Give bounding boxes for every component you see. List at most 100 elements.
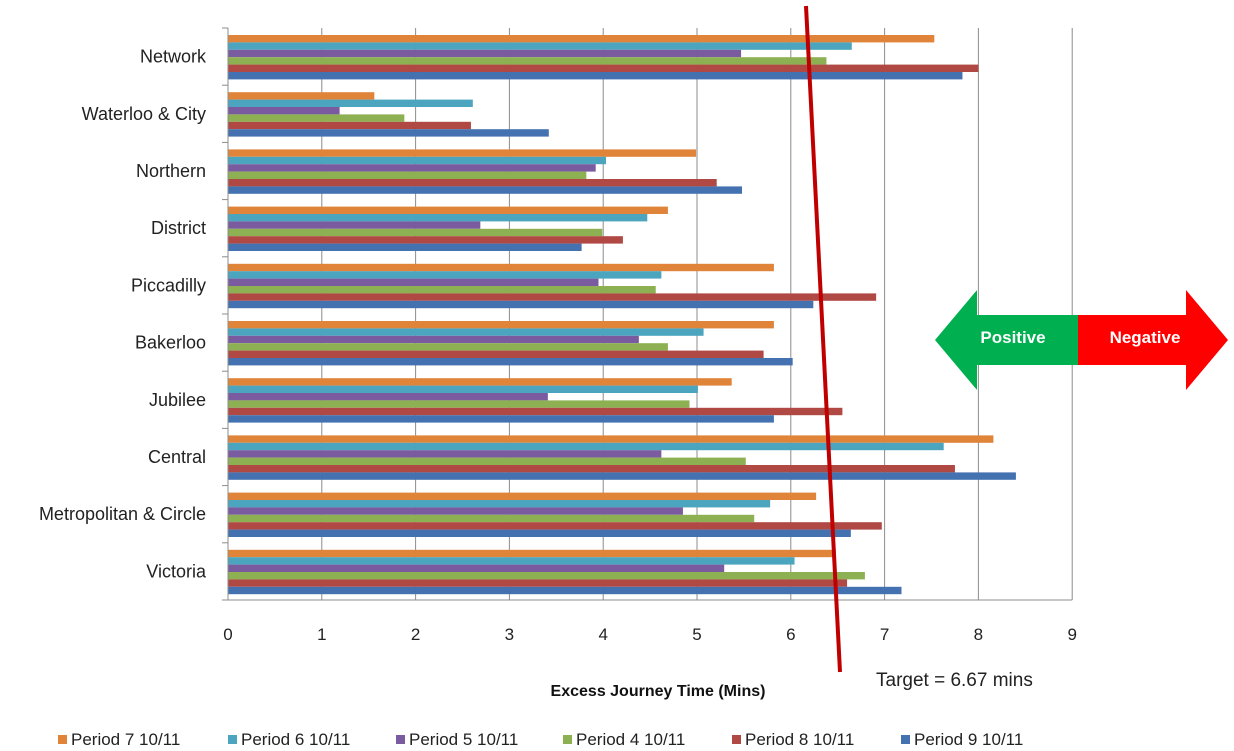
- bar-jubilee-period-8-10-11: [228, 407, 843, 416]
- legend-swatch-period-9-10-11: [901, 735, 910, 744]
- x-tick-label: 7: [880, 625, 889, 644]
- bar-piccadilly-period-6-10-11: [228, 271, 662, 279]
- bar-piccadilly-period-4-10-11: [228, 286, 656, 294]
- legend-swatch-period-7-10-11: [58, 735, 67, 744]
- legend-label-period-9-10-11: Period 9 10/11: [914, 730, 1023, 749]
- bar-bakerloo-period-7-10-11: [228, 321, 774, 329]
- bar-piccadilly-period-5-10-11: [228, 278, 599, 286]
- bar-network-period-5-10-11: [228, 49, 742, 58]
- x-tick-label: 9: [1067, 625, 1076, 644]
- bar-bakerloo-period-8-10-11: [228, 350, 764, 358]
- category-label-jubilee: Jubilee: [149, 390, 206, 410]
- bar-waterloo-and-city-period-5-10-11: [228, 107, 340, 115]
- bar-northern-period-4-10-11: [228, 171, 587, 179]
- bar-metropolitan-and-circle-period-7-10-11: [228, 492, 817, 500]
- bar-central-period-4-10-11: [228, 457, 746, 465]
- bar-central-period-5-10-11: [228, 450, 662, 458]
- category-label-victoria: Victoria: [146, 561, 207, 581]
- bar-piccadilly-period-7-10-11: [228, 263, 774, 272]
- bar-district-period-9-10-11: [228, 243, 582, 251]
- legend-label-period-5-10-11: Period 5 10/11: [409, 730, 518, 749]
- bar-central-period-7-10-11: [228, 435, 994, 443]
- bar-northern-period-9-10-11: [228, 186, 743, 194]
- bar-victoria-period-7-10-11: [228, 549, 836, 558]
- x-tick-label: 1: [317, 625, 326, 644]
- bar-district-period-5-10-11: [228, 221, 481, 229]
- category-label-metropolitan-and-circle: Metropolitan & Circle: [39, 504, 206, 524]
- bar-metropolitan-and-circle-period-4-10-11: [228, 514, 755, 523]
- bar-jubilee-period-5-10-11: [228, 393, 548, 401]
- bar-district-period-4-10-11: [228, 228, 603, 237]
- legend-swatch-period-6-10-11: [228, 735, 237, 744]
- bar-central-period-6-10-11: [228, 442, 944, 451]
- bar-district-period-6-10-11: [228, 214, 648, 222]
- target-line: [804, 5, 842, 673]
- legend-swatch-period-5-10-11: [396, 735, 405, 744]
- x-tick-label: 5: [692, 625, 701, 644]
- bar-bakerloo-period-4-10-11: [228, 343, 668, 351]
- bar-network-period-4-10-11: [228, 57, 827, 65]
- bar-bakerloo-period-9-10-11: [228, 358, 793, 366]
- x-tick-label: 3: [505, 625, 514, 644]
- bar-victoria-period-4-10-11: [228, 572, 865, 580]
- bar-waterloo-and-city-period-7-10-11: [228, 92, 375, 100]
- legend: Period 7 10/11 Period 6 10/11 Period 5 10/…: [58, 730, 1023, 749]
- bar-waterloo-and-city-period-4-10-11: [228, 114, 405, 122]
- x-tick-label: 0: [223, 625, 232, 644]
- bar-network-period-9-10-11: [228, 72, 963, 80]
- bar-northern-period-6-10-11: [228, 156, 607, 165]
- bar-victoria-period-5-10-11: [228, 564, 725, 572]
- category-label-piccadilly: Piccadilly: [131, 275, 206, 295]
- bar-jubilee-period-7-10-11: [228, 378, 732, 386]
- x-tick-labels: 0 1 2 3 4 5 6 7 8 9: [223, 625, 1077, 644]
- category-label-network: Network: [140, 47, 207, 67]
- legend-label-period-4-10-11: Period 4 10/11: [576, 730, 685, 749]
- x-tick-label: 6: [786, 625, 795, 644]
- bar-waterloo-and-city-period-8-10-11: [228, 121, 471, 130]
- target-label: Target = 6.67 mins: [876, 670, 1033, 691]
- bar-metropolitan-and-circle-period-8-10-11: [228, 522, 882, 530]
- x-tick-label: 4: [598, 625, 607, 644]
- bar-bakerloo-period-5-10-11: [228, 335, 639, 344]
- x-tick-label: 8: [974, 625, 983, 644]
- category-label-district: District: [151, 218, 206, 238]
- bar-piccadilly-period-8-10-11: [228, 293, 877, 301]
- legend-label-period-8-10-11: Period 8 10/11: [745, 730, 854, 749]
- bar-victoria-period-9-10-11: [228, 586, 902, 595]
- category-labels: Network Waterloo & City Northern District Pi…: [39, 47, 207, 582]
- x-tick-label: 2: [411, 625, 420, 644]
- bar-metropolitan-and-circle-period-6-10-11: [228, 500, 771, 508]
- negative-arrow: [1078, 290, 1228, 390]
- category-label-northern: Northern: [136, 161, 206, 181]
- target-annotation: Target = 6.67 mins: [804, 5, 1033, 691]
- bar-victoria-period-6-10-11: [228, 557, 795, 565]
- bar-waterloo-and-city-period-9-10-11: [228, 129, 549, 137]
- bar-jubilee-period-6-10-11: [228, 385, 698, 393]
- axes: [222, 27, 1073, 601]
- bar-northern-period-8-10-11: [228, 179, 717, 187]
- bar-central-period-8-10-11: [228, 465, 955, 473]
- bar-waterloo-and-city-period-6-10-11: [228, 99, 473, 107]
- category-label-bakerloo: Bakerloo: [135, 333, 206, 353]
- legend-label-period-6-10-11: Period 6 10/11: [241, 730, 350, 749]
- category-label-waterloo-and-city: Waterloo & City: [82, 104, 206, 124]
- bar-victoria-period-8-10-11: [228, 579, 848, 587]
- positive-label: Positive: [980, 328, 1045, 347]
- x-axis-title: Excess Journey Time (Mins): [551, 683, 766, 700]
- positive-negative-arrows: Positive Negative: [935, 290, 1228, 390]
- bar-bakerloo-period-6-10-11: [228, 328, 704, 336]
- bar-district-period-7-10-11: [228, 206, 668, 214]
- bar-central-period-9-10-11: [228, 472, 1016, 480]
- legend-label-period-7-10-11: Period 7 10/11: [71, 730, 180, 749]
- bars: [228, 35, 1016, 595]
- bar-network-period-6-10-11: [228, 42, 852, 50]
- bar-network-period-8-10-11: [228, 64, 979, 72]
- positive-arrow: [935, 290, 1078, 390]
- category-label-central: Central: [148, 447, 206, 467]
- bar-piccadilly-period-9-10-11: [228, 300, 814, 309]
- bar-metropolitan-and-circle-period-9-10-11: [228, 529, 851, 537]
- bar-northern-period-5-10-11: [228, 164, 596, 172]
- legend-swatch-period-8-10-11: [732, 735, 741, 744]
- bar-jubilee-period-4-10-11: [228, 400, 690, 408]
- negative-label: Negative: [1110, 328, 1181, 347]
